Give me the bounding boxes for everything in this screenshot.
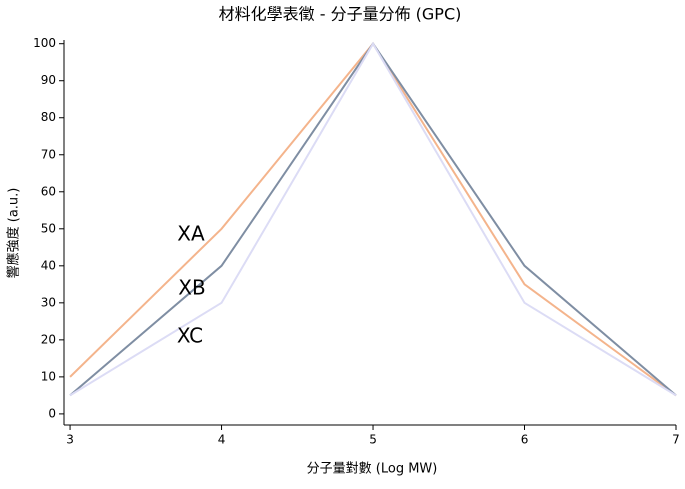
y-tick-label: 10 — [41, 369, 56, 383]
x-tick-label: 6 — [521, 433, 529, 447]
x-tick-label: 5 — [369, 433, 377, 447]
y-tick-label: 50 — [41, 221, 56, 235]
x-tick-label: 3 — [66, 433, 74, 447]
y-tick-label: 100 — [33, 36, 56, 50]
series-label: XC — [177, 324, 203, 348]
x-tick-label: 7 — [672, 433, 680, 447]
y-tick-label: 70 — [41, 147, 56, 161]
y-tick-label: 0 — [48, 406, 56, 420]
series-line — [69, 41, 677, 397]
y-tick-label: 90 — [41, 73, 56, 87]
x-axis-label: 分子量對數 (Log MW) — [307, 462, 438, 477]
chart-title: 材料化學表徵 - 分子量分佈 (GPC) — [219, 5, 462, 24]
y-axis-label: 響應強度 (a.u.) — [6, 188, 22, 279]
y-tick-label: 80 — [41, 110, 56, 124]
y-tick-label: 20 — [41, 332, 56, 346]
series-label: XA — [177, 222, 205, 246]
series-label: XB — [178, 276, 205, 300]
y-tick-label: 40 — [41, 258, 56, 272]
y-tick-label: 60 — [41, 184, 56, 198]
y-tick-label: 30 — [41, 295, 56, 309]
series-line — [69, 41, 677, 397]
series-line — [69, 41, 677, 397]
x-tick-label: 4 — [218, 433, 226, 447]
